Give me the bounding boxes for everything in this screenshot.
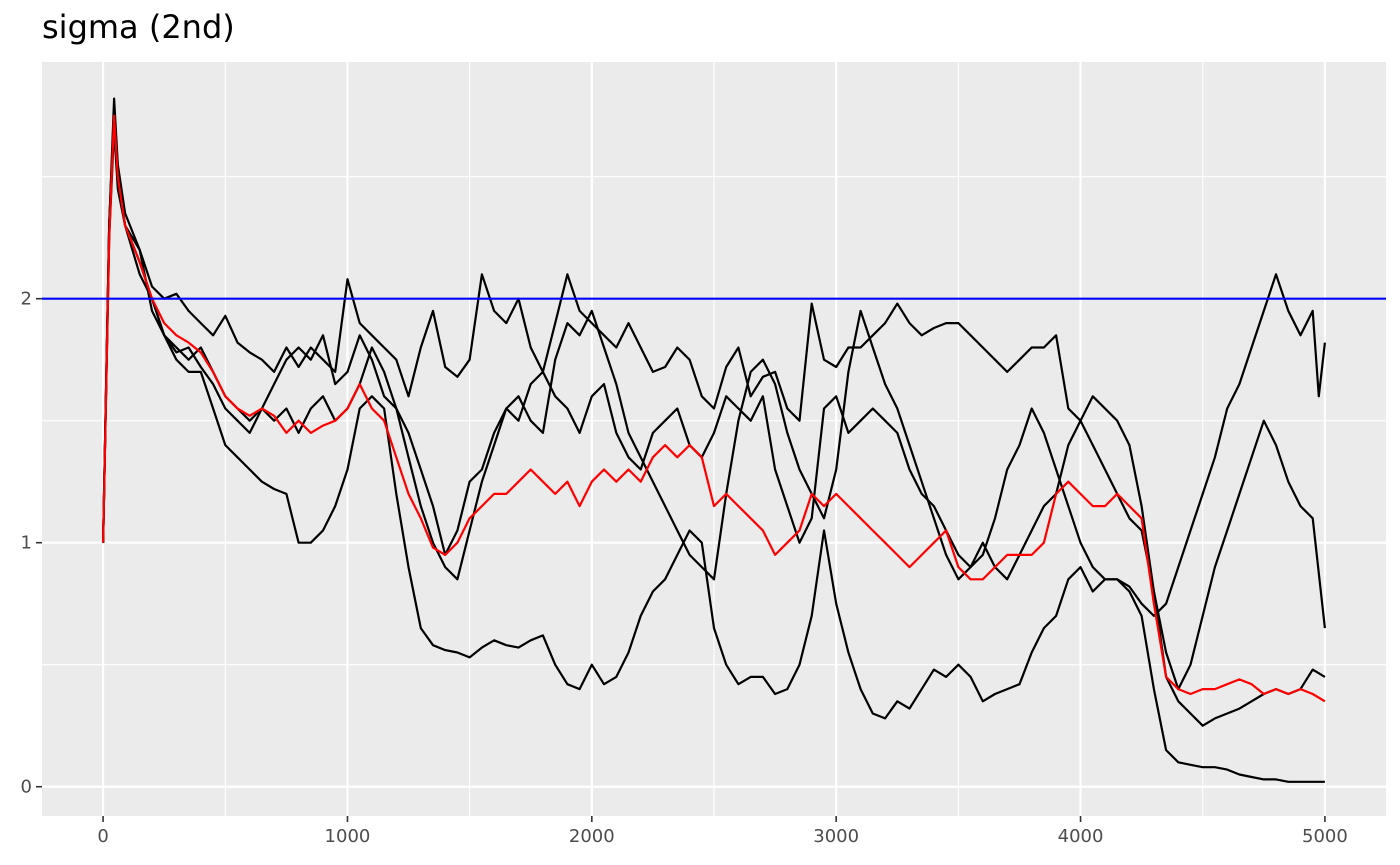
x-tick-label: 2000 bbox=[569, 826, 615, 847]
x-tick-label: 5000 bbox=[1302, 826, 1348, 847]
chart-title: sigma (2nd) bbox=[42, 8, 235, 46]
x-tick-label: 4000 bbox=[1058, 826, 1104, 847]
trace-line-3 bbox=[102, 114, 1325, 783]
trace-line-2 bbox=[102, 107, 1326, 617]
x-tick-label: 3000 bbox=[813, 826, 859, 847]
x-tick-label: 1000 bbox=[325, 826, 371, 847]
y-tick-label: 2 bbox=[21, 289, 32, 310]
trace-line-1 bbox=[102, 97, 1326, 727]
series-layer bbox=[102, 97, 1326, 783]
y-tick-label: 1 bbox=[21, 533, 32, 554]
y-tick-label: 0 bbox=[21, 777, 32, 798]
minor-gridlines bbox=[42, 62, 1386, 816]
axis-layer: 0 1000 2000 3000 4000 5000 0 1 2 bbox=[21, 289, 1348, 847]
mean-series-line bbox=[102, 114, 1326, 703]
x-tick-label: 0 bbox=[97, 826, 108, 847]
